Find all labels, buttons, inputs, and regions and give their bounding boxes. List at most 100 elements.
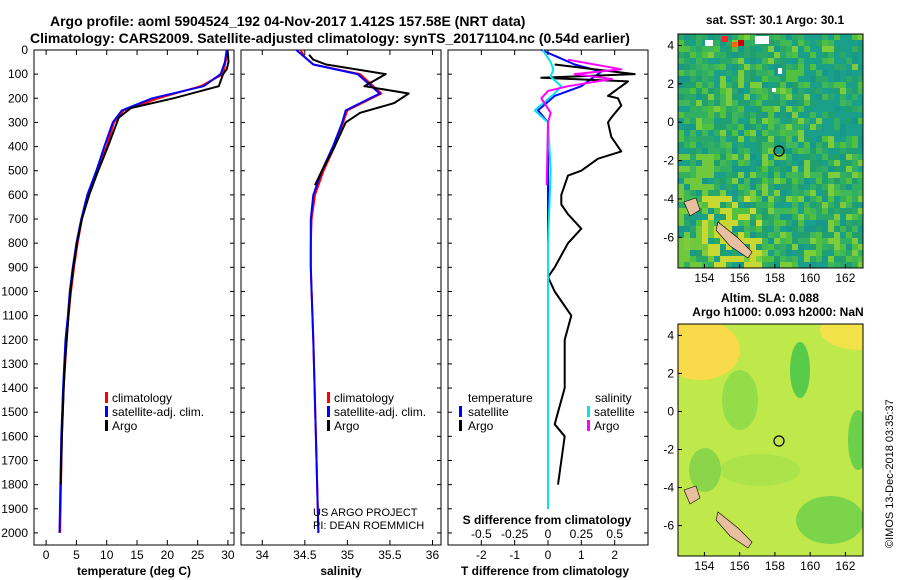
sst-cell: [732, 202, 738, 208]
sst-cell: [786, 232, 792, 238]
sst-cell: [762, 214, 768, 220]
sst-cell: [720, 82, 726, 88]
sla-map: [678, 324, 863, 556]
sst-cell: [780, 40, 786, 46]
sst-map: [678, 34, 863, 268]
sst-cell: [678, 232, 684, 238]
sst-cell: [852, 220, 858, 226]
sst-cell: [738, 208, 744, 214]
sst-cell: [774, 88, 780, 94]
sst-cell: [720, 106, 726, 112]
x-tick-label: 35.5: [378, 548, 402, 562]
sst-cell: [780, 244, 786, 250]
sst-cell: [774, 100, 780, 106]
sst-cell: [780, 52, 786, 58]
sst-cell: [840, 178, 846, 184]
legend-swatch-s-argo: [587, 420, 590, 431]
sst-cell: [828, 52, 834, 58]
sst-cell: [786, 172, 792, 178]
sst-cell: [768, 136, 774, 142]
sst-cell: [678, 208, 684, 214]
sst-cell: [780, 226, 786, 232]
sst-cell: [714, 40, 720, 46]
sst-cell: [720, 202, 726, 208]
header-line-2: Climatology: CARS2009. Satellite-adjuste…: [30, 30, 630, 46]
sst-cell: [822, 238, 828, 244]
sst-cell: [684, 232, 690, 238]
sst-cell: [822, 166, 828, 172]
sst-cell: [750, 82, 756, 88]
sst-cell: [738, 106, 744, 112]
sst-cell: [858, 232, 863, 238]
sst-cell: [738, 76, 744, 82]
legend-swatch-s-satellite: [587, 406, 590, 417]
sst-cell: [792, 178, 798, 184]
sst-cell: [684, 46, 690, 52]
sst-cell: [762, 70, 768, 76]
sst-cell: [774, 184, 780, 190]
difference-legend: temperature satellite Argo salinity sate…: [459, 391, 635, 433]
sst-cell: [816, 178, 822, 184]
sst-cell: [738, 202, 744, 208]
sst-cell: [732, 106, 738, 112]
sst-cell: [744, 34, 750, 40]
sst-cell: [858, 262, 863, 268]
sst-cell: [822, 232, 828, 238]
sst-cell: [678, 40, 684, 46]
sst-cell: [726, 244, 732, 250]
sst-cell: [786, 46, 792, 52]
imos-credit: ©IMOS 13-Dec-2018 03:35:37: [884, 399, 896, 548]
sst-cell: [834, 154, 840, 160]
sst-cell: [744, 118, 750, 124]
sst-cell: [798, 214, 804, 220]
sst-cell: [756, 154, 762, 160]
sst-cell: [714, 76, 720, 82]
sst-cell: [858, 70, 863, 76]
sst-cell: [822, 88, 828, 94]
sst-cell: [732, 184, 738, 190]
sst-cell: [792, 184, 798, 190]
sst-cell: [768, 178, 774, 184]
sst-cell: [756, 220, 762, 226]
sst-cell: [702, 244, 708, 250]
sst-cell: [804, 112, 810, 118]
sst-cell: [702, 76, 708, 82]
sst-cell: [846, 58, 852, 64]
sst-cell: [678, 262, 684, 268]
sst-cell: [708, 220, 714, 226]
sst-cell: [804, 178, 810, 184]
sst-cell: [840, 262, 846, 268]
sst-cell: [762, 196, 768, 202]
sst-cell: [858, 82, 863, 88]
sst-cell: [720, 40, 726, 46]
sst-cell: [858, 226, 863, 232]
sdiff-xticks: -0.5 -0.25 0 0.25 0.5: [471, 527, 623, 541]
sst-cell: [768, 106, 774, 112]
sst-cell: [840, 130, 846, 136]
sla-map-lon-ticks: 154 156 158 160 162: [694, 552, 856, 573]
sst-cell: [852, 142, 858, 148]
lat-tick-label: -4: [663, 192, 674, 206]
sst-cell: [744, 142, 750, 148]
sst-cell: [732, 94, 738, 100]
sst-cell: [816, 34, 822, 40]
sst-cell: [678, 160, 684, 166]
sst-cell: [822, 70, 828, 76]
depth-tick-label: 1900: [1, 502, 28, 516]
sst-cell: [840, 70, 846, 76]
sst-cell: [708, 34, 714, 40]
sst-cell: [786, 220, 792, 226]
sst-cell: [816, 52, 822, 58]
sst-cell: [804, 34, 810, 40]
sst-cell: [858, 160, 863, 166]
sst-cell: [696, 154, 702, 160]
sst-cell: [828, 178, 834, 184]
sst-cell: [810, 172, 816, 178]
sst-cell: [684, 136, 690, 142]
sst-cell: [846, 34, 852, 40]
sst-cell: [756, 202, 762, 208]
sst-cell: [696, 46, 702, 52]
sst-cell: [846, 46, 852, 52]
depth-tick-label: 1300: [1, 357, 28, 371]
sst-cell: [858, 46, 863, 52]
